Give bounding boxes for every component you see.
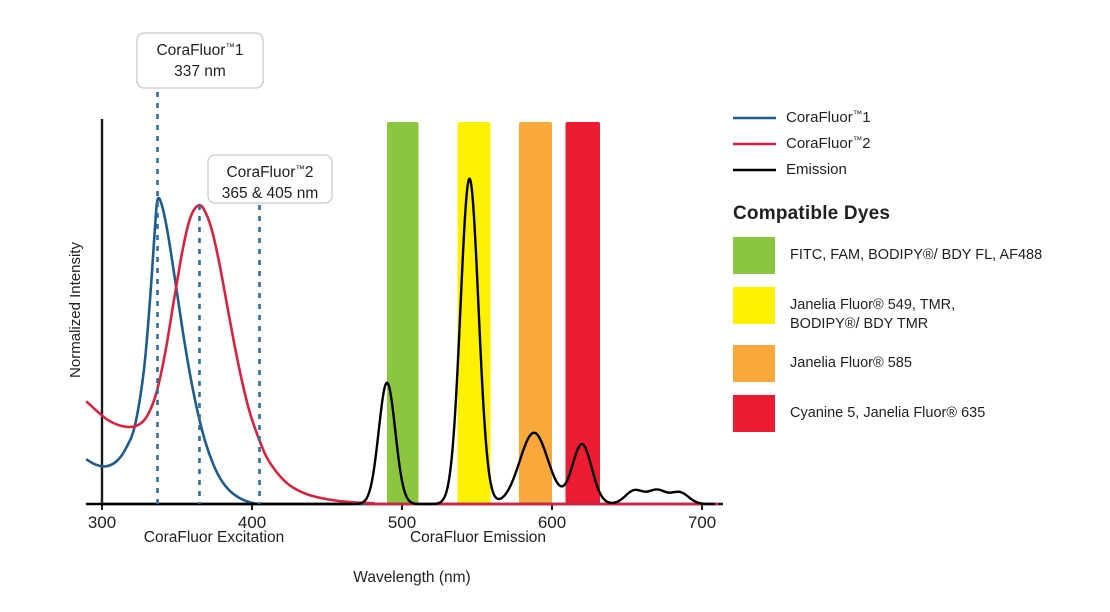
axis-labels-layer: CoraFluor Excitation CoraFluor Emission Wa… (67, 242, 546, 586)
callout-box (136, 32, 264, 89)
red-band (565, 122, 600, 504)
dye-label-line: Cyanine 5, Janelia Fluor® 635 (790, 405, 985, 421)
x-tick-label: 300 (88, 513, 116, 532)
x-tick-label: 600 (538, 513, 566, 532)
legend-corafluor2: CoraFluor™2 (733, 135, 871, 152)
x-tick-label: 500 (388, 513, 416, 532)
legend-label: Emission (786, 161, 847, 178)
dye-green: FITC, FAM, BODIPY®/ BDY FL, AF488 (733, 237, 1042, 274)
x-tick-label: 400 (238, 513, 266, 532)
dye-orange: Janelia Fluor® 585 (733, 345, 912, 382)
dye-swatch (733, 237, 775, 274)
legend-emission: Emission (733, 161, 847, 178)
dye-label-line: FITC, FAM, BODIPY®/ BDY FL, AF488 (790, 247, 1042, 263)
dye-swatch (733, 395, 775, 432)
callouts-layer: CoraFluor™1 337 nm CoraFluor™2 365 & 405 nm (136, 32, 333, 204)
emission-range-label: CoraFluor Emission (410, 529, 546, 546)
orange-band (519, 122, 552, 504)
callout-line-1: CoraFluor™1 (156, 42, 243, 59)
callout-line-2: 337 nm (174, 63, 226, 80)
dye-red: Cyanine 5, Janelia Fluor® 635 (733, 395, 985, 432)
legend-layer: CoraFluor™1 CoraFluor™2 Emission Compatible… (733, 109, 1042, 432)
corafluor1-callout: CoraFluor™1 337 nm (136, 32, 264, 89)
y-axis-title: Normalized Intensity (67, 242, 84, 378)
dye-label-line: Janelia Fluor® 585 (790, 355, 912, 371)
callout-line-1: CoraFluor™2 (226, 164, 313, 181)
green-band (387, 122, 419, 504)
legend-corafluor1: CoraFluor™1 (733, 109, 871, 126)
legend-label: CoraFluor™2 (786, 135, 871, 152)
callout-line-2: 365 & 405 nm (222, 185, 319, 202)
corafluor2-callout: CoraFluor™2 365 & 405 nm (207, 154, 333, 204)
dye-swatch (733, 345, 775, 382)
dye-band-layer (387, 122, 600, 504)
x-axis-title: Wavelength (nm) (353, 569, 470, 586)
dye-label-line: BODIPY®/ BDY TMR (790, 316, 928, 332)
dye-swatch (733, 287, 775, 324)
legend-label: CoraFluor™1 (786, 109, 871, 126)
dye-yellow: Janelia Fluor® 549, TMR, BODIPY®/ BDY TMR (733, 287, 955, 332)
curve-excitation-365 (85, 203, 719, 506)
marker-lines-layer (156, 92, 261, 504)
callout-box (207, 154, 333, 204)
compatible-dyes-heading: Compatible Dyes (733, 203, 890, 224)
dye-label-line: Janelia Fluor® 549, TMR, (790, 297, 955, 313)
excitation-range-label: CoraFluor Excitation (144, 529, 284, 546)
curve-emission (85, 177, 716, 506)
x-tick-label: 700 (688, 513, 716, 532)
curves-layer (85, 177, 719, 506)
